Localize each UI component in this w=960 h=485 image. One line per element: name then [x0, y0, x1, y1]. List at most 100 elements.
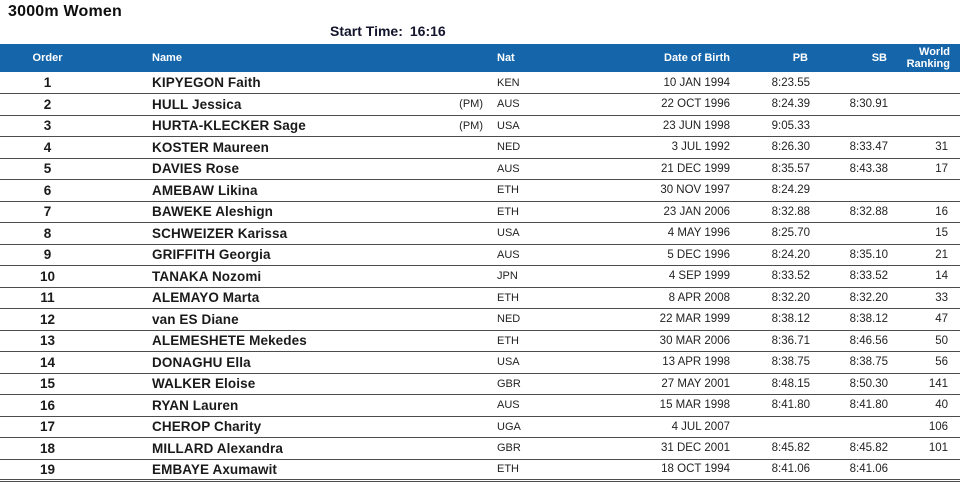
personal-best-cell: 8:26.30: [771, 141, 810, 154]
pacemaker-flag: [445, 72, 483, 94]
athlete-name: BAWEKE Aleshign: [152, 204, 274, 220]
nationality-cell: ETH: [497, 205, 519, 218]
date-of-birth-cell: 13 APR 1998: [662, 356, 730, 369]
date-of-birth-cell: 3 JUL 1992: [671, 141, 730, 154]
header-nat: Nat: [497, 52, 515, 64]
season-best-cell: 8:30.91: [849, 98, 888, 111]
personal-best-cell: 8:35.57: [771, 162, 810, 175]
world-ranking-cell: 17: [935, 162, 948, 175]
world-ranking-cell: 50: [935, 334, 948, 347]
order-cell: 2: [43, 96, 52, 112]
table-row: 18 MILLARD Alexandra GBR 31 DEC 2001 8:4…: [0, 438, 960, 460]
event-title: 3000m Women: [8, 3, 122, 20]
date-of-birth-cell: 23 JAN 2006: [663, 205, 731, 218]
pacemaker-flag: [445, 223, 483, 245]
table-row: 13 ALEMESHETE Mekedes ETH 30 MAR 2006 8:…: [0, 330, 960, 352]
nationality-cell: UGA: [497, 420, 521, 433]
nationality-cell: USA: [497, 227, 520, 240]
world-ranking-cell: 101: [928, 442, 948, 455]
pacemaker-flag: [445, 459, 483, 481]
pacemaker-flag: [445, 158, 483, 180]
personal-best-cell: 8:33.52: [771, 270, 810, 283]
athlete-name: RYAN Lauren: [152, 397, 239, 413]
world-ranking-cell: 47: [935, 313, 948, 326]
season-best-cell: 8:38.75: [849, 356, 888, 369]
date-of-birth-cell: 30 MAR 2006: [659, 334, 730, 347]
season-best-cell: [812, 223, 890, 245]
athlete-name: TANAKA Nozomi: [152, 268, 262, 284]
pacemaker-flag: [445, 137, 483, 159]
order-cell: 7: [43, 204, 52, 220]
athlete-name: DAVIES Rose: [152, 161, 240, 177]
order-cell: 17: [39, 419, 56, 435]
season-best-cell: 8:43.38: [849, 162, 888, 175]
header-date-of-birth: Date of Birth: [664, 52, 730, 64]
athlete-name: ALEMAYO Marta: [152, 290, 260, 306]
order-cell: 9: [43, 247, 52, 263]
nationality-cell: NED: [497, 141, 521, 154]
table-row: 9 GRIFFITH Georgia AUS 5 DEC 1996 8:24.2…: [0, 244, 960, 266]
date-of-birth-cell: 15 MAR 1998: [659, 399, 730, 412]
pacemaker-flag: [445, 244, 483, 266]
season-best-cell: 8:41.06: [849, 463, 888, 476]
header-name: Name: [152, 52, 182, 64]
table-row: 3 HURTA-KLECKER Sage (PM) USA 23 JUN 199…: [0, 115, 960, 137]
athlete-name: HURTA-KLECKER Sage: [152, 118, 306, 134]
table-header-row: Order Name Nat Date of Birth PB SB World…: [0, 44, 960, 72]
season-best-cell: [812, 180, 890, 202]
order-cell: 13: [39, 333, 56, 349]
order-cell: 14: [39, 354, 56, 370]
date-of-birth-cell: 30 NOV 1997: [660, 184, 730, 197]
world-ranking-cell: 15: [935, 227, 948, 240]
order-cell: 8: [43, 225, 52, 241]
pacemaker-flag: [445, 180, 483, 202]
season-best-cell: [812, 416, 890, 438]
season-best-cell: [812, 72, 890, 94]
order-cell: 6: [43, 182, 52, 198]
date-of-birth-cell: 22 MAR 1999: [659, 313, 730, 326]
personal-best-cell: 8:23.55: [771, 76, 810, 89]
personal-best-cell: 8:36.71: [771, 334, 810, 347]
world-ranking-cell: 16: [935, 205, 948, 218]
athlete-name: KIPYEGON Faith: [152, 75, 261, 90]
personal-best-cell: 8:24.39: [771, 98, 810, 111]
season-best-cell: 8:46.56: [849, 334, 888, 347]
season-best-cell: 8:33.52: [849, 270, 888, 283]
world-ranking-cell: 106: [928, 420, 948, 433]
nationality-cell: GBR: [497, 442, 521, 455]
personal-best-cell: 8:32.88: [771, 205, 810, 218]
season-best-cell: 8:38.12: [849, 313, 888, 326]
athlete-name: WALKER Eloise: [152, 376, 256, 392]
table-row: 19 EMBAYE Axumawit ETH 18 OCT 1994 8:41.…: [0, 459, 960, 481]
athlete-name: MILLARD Alexandra: [152, 440, 283, 456]
athlete-name: SCHWEIZER Karissa: [152, 225, 288, 241]
table-row: 8 SCHWEIZER Karissa USA 4 MAY 1996 8:25.…: [0, 223, 960, 245]
table-header: Order Name Nat Date of Birth PB SB World…: [0, 44, 960, 72]
nationality-cell: AUS: [497, 399, 520, 412]
date-of-birth-cell: 4 SEP 1999: [668, 270, 730, 283]
order-cell: 5: [43, 161, 52, 177]
personal-best-cell: 9:05.33: [771, 119, 810, 132]
world-ranking-cell: [890, 180, 960, 202]
pacemaker-flag: [445, 438, 483, 460]
nationality-cell: ETH: [497, 463, 519, 476]
world-ranking-cell: 14: [935, 270, 948, 283]
start-time: Start Time: 16:16: [330, 23, 446, 39]
personal-best-cell: 8:41.06: [771, 463, 810, 476]
season-best-cell: 8:41.80: [849, 399, 888, 412]
personal-best-cell: 8:48.15: [771, 377, 810, 390]
table-row: 17 CHEROP Charity UGA 4 JUL 2007 106: [0, 416, 960, 438]
world-ranking-cell: [890, 72, 960, 94]
table-row: 14 DONAGHU Ella USA 13 APR 1998 8:38.75 …: [0, 352, 960, 373]
table-row: 5 DAVIES Rose AUS 21 DEC 1999 8:35.57 8:…: [0, 158, 960, 180]
start-list-body: 1 KIPYEGON Faith KEN 10 JAN 1994 8:23.55…: [0, 72, 960, 481]
athlete-name: van ES Diane: [152, 311, 239, 327]
personal-best-cell: 8:25.70: [771, 227, 810, 240]
table-row: 15 WALKER Eloise GBR 27 MAY 2001 8:48.15…: [0, 373, 960, 395]
table-row: 1 KIPYEGON Faith KEN 10 JAN 1994 8:23.55: [0, 72, 960, 94]
date-of-birth-cell: 18 OCT 1994: [661, 463, 730, 476]
pacemaker-flag: [445, 373, 483, 395]
date-of-birth-cell: 5 DEC 1996: [667, 248, 730, 261]
nationality-cell: AUS: [497, 98, 520, 111]
table-row: 11 ALEMAYO Marta ETH 8 APR 2008 8:32.20 …: [0, 287, 960, 309]
